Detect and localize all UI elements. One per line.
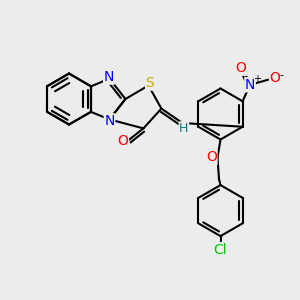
Text: N: N xyxy=(245,78,255,92)
Text: O: O xyxy=(206,151,217,164)
Text: O: O xyxy=(118,134,128,148)
Text: N: N xyxy=(104,70,114,84)
Text: -: - xyxy=(279,70,283,80)
Text: Cl: Cl xyxy=(214,243,227,256)
Text: H: H xyxy=(179,122,189,135)
Text: O: O xyxy=(236,61,247,75)
Text: +: + xyxy=(253,74,261,84)
Text: S: S xyxy=(146,76,154,90)
Text: O: O xyxy=(269,71,281,85)
Text: N: N xyxy=(104,114,115,128)
